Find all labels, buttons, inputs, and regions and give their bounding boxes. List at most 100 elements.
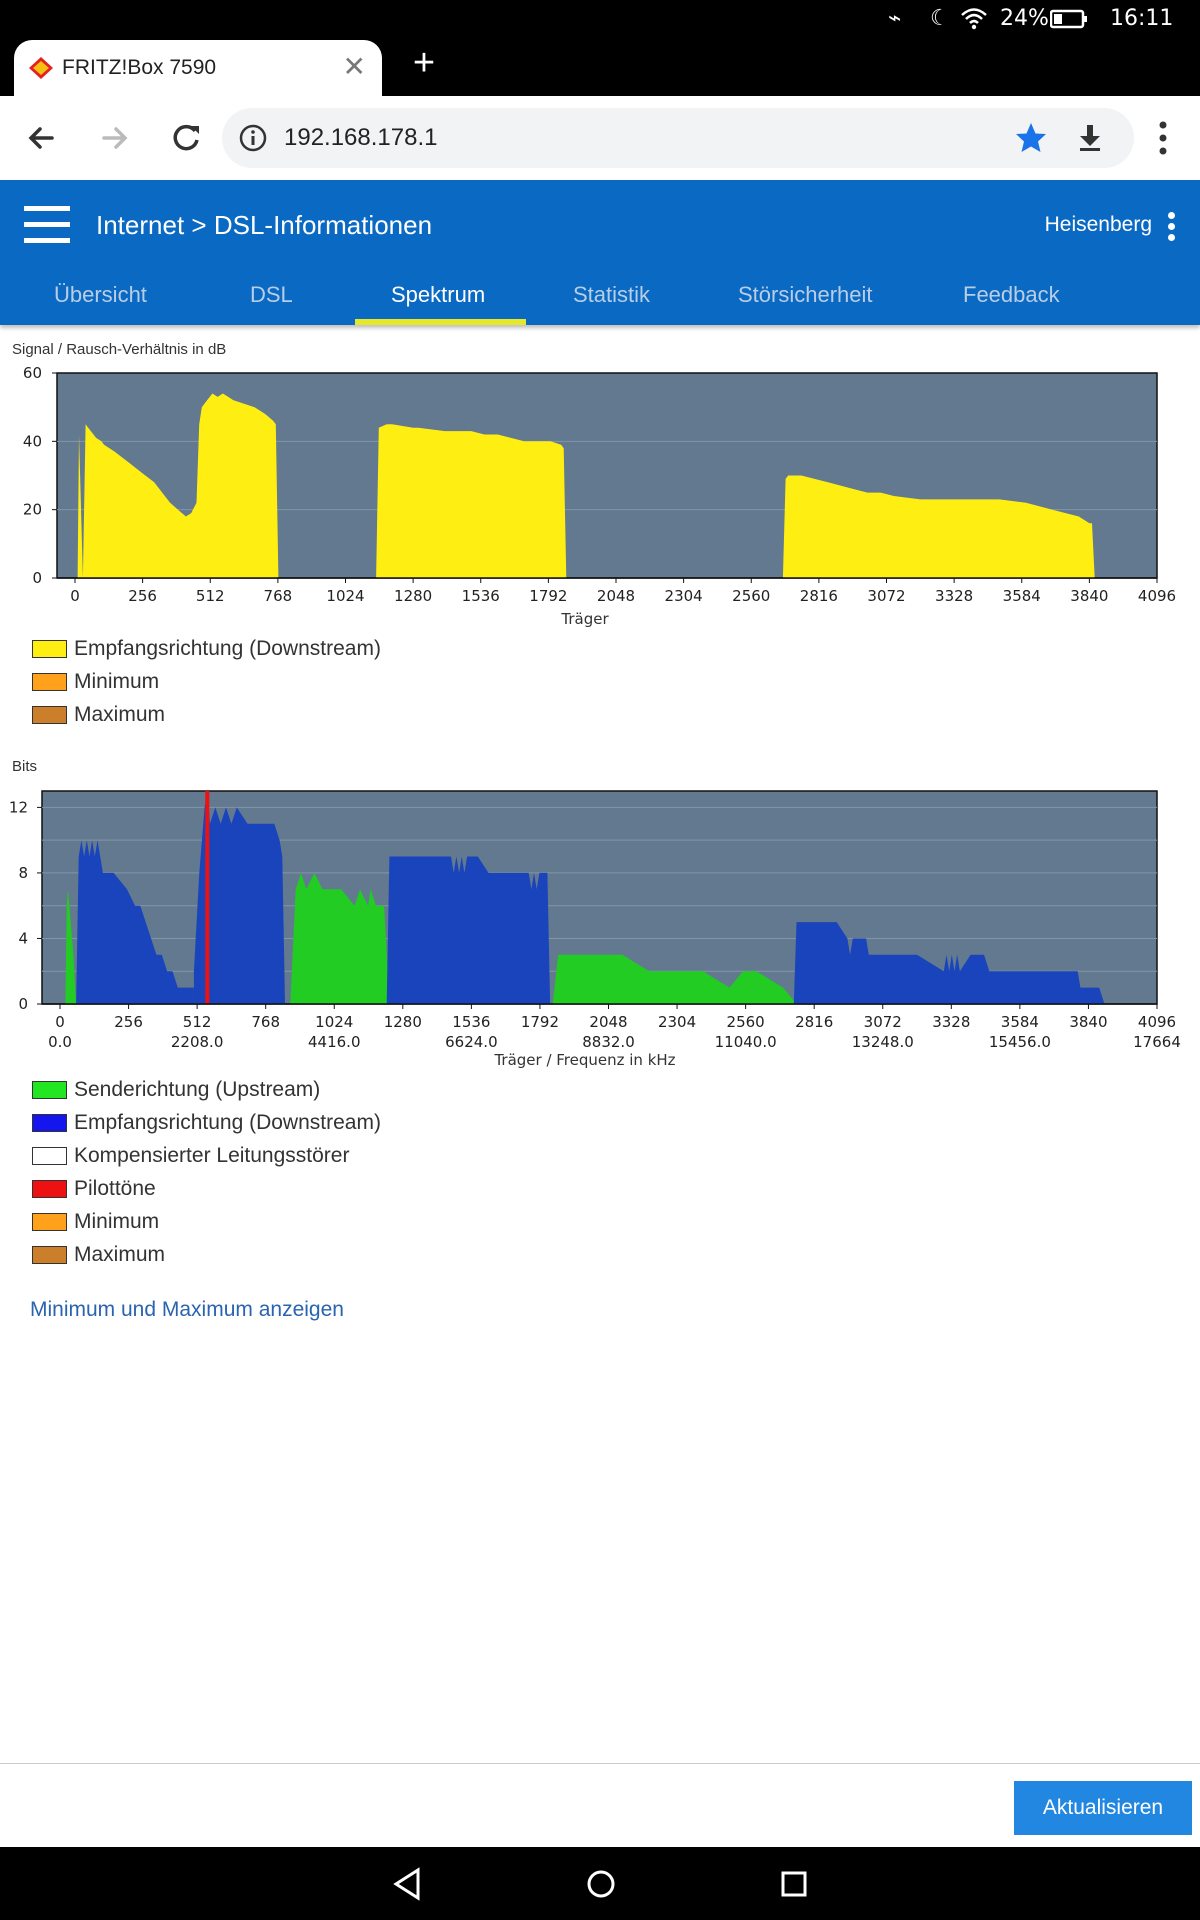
bits-legend-swatch (32, 1245, 67, 1264)
tab-spektrum[interactable]: Spektrum (391, 282, 486, 307)
bits-xtick-label: 1024 (315, 1013, 353, 1031)
bits-legend-swatch (32, 1113, 67, 1132)
snr-xtick-label: 2304 (665, 587, 703, 605)
snr-xtick-label: 3328 (935, 587, 973, 605)
bits-xtick-label: 1792 (521, 1013, 559, 1031)
breadcrumb-internet[interactable]: Internet (96, 210, 185, 240)
browser-toolbar: 192.168.178.1 (0, 96, 1200, 180)
nav-recents-icon[interactable] (778, 1867, 810, 1906)
page-tabs: Übersicht DSL Spektrum Statistik Störsic… (0, 278, 1200, 325)
snr-xtick-label: 2560 (732, 587, 770, 605)
bits-xtick-label: 256 (114, 1013, 143, 1031)
battery-percent: 24% (1000, 6, 1049, 31)
new-tab-button[interactable]: + (412, 42, 436, 84)
snr-legend-label: Minimum (74, 669, 160, 693)
snr-xtick-label: 1536 (462, 587, 500, 605)
nav-home-icon[interactable] (585, 1867, 617, 1906)
app-header: Internet > DSL-Informationen Heisenberg … (0, 180, 1200, 325)
bits-xtick-label: 2560 (727, 1013, 765, 1031)
nav-back-icon[interactable] (392, 1867, 424, 1906)
snr-xtick-label: 768 (264, 587, 293, 605)
tab-title: FRITZ!Box 7590 (62, 56, 217, 79)
snr-xtick-label: 2816 (800, 587, 838, 605)
bits-legend-item: Empfangsrichtung (Downstream) (32, 1106, 381, 1139)
tab-uebersicht[interactable]: Übersicht (54, 282, 147, 307)
snr-xtick-label: 1280 (394, 587, 432, 605)
bits-downstream-area (76, 840, 194, 1004)
bits-xtick-label: 0 (55, 1013, 65, 1031)
snr-ytick-label: 0 (32, 569, 42, 587)
fritzbox-favicon-icon (28, 56, 54, 80)
bits-xtick-label: 3584 (1001, 1013, 1039, 1031)
browser-menu-icon[interactable] (1158, 120, 1168, 161)
bits-xtick-label: 2048 (589, 1013, 627, 1031)
snr-chart-legend: Empfangsrichtung (Downstream) Minimum Maxi… (32, 632, 381, 731)
bits-upstream-area (65, 889, 77, 1004)
bookmark-star-icon[interactable] (1014, 121, 1048, 160)
snr-legend-swatch (32, 672, 67, 691)
snr-xtick-label: 3584 (1003, 587, 1041, 605)
snr-xtick-label: 256 (128, 587, 157, 605)
bits-xtick-label: 3328 (932, 1013, 970, 1031)
bits-legend-label: Minimum (74, 1209, 160, 1233)
do-not-disturb-moon-icon: ☾ (930, 6, 950, 31)
snr-legend-item: Minimum (32, 665, 381, 698)
bits-legend-label: Maximum (74, 1242, 166, 1266)
clock: 16:11 (1110, 6, 1174, 31)
bits-legend-label: Kompensierter Leitungsstörer (74, 1143, 350, 1167)
bits-freq-tick-label: 13248.0 (852, 1033, 914, 1051)
bits-xtick-label: 768 (251, 1013, 280, 1031)
bits-ytick-label: 4 (18, 929, 28, 947)
bits-freq-tick-label: 2208.0 (171, 1033, 224, 1051)
bits-xtick-label: 1536 (452, 1013, 490, 1031)
bits-legend-item: Pilottöne (32, 1172, 381, 1205)
snr-legend-label: Maximum (74, 702, 166, 726)
bits-downstream-area (386, 856, 551, 1004)
snr-legend-swatch (32, 639, 67, 658)
hamburger-menu-icon[interactable] (24, 206, 70, 244)
bits-freq-tick-label: 0.0 (48, 1033, 72, 1051)
snr-xtick-label: 512 (196, 587, 225, 605)
back-arrow-icon[interactable] (18, 114, 66, 162)
snr-chart-xlabel: Träger (560, 610, 609, 628)
snr-legend-label: Empfangsrichtung (Downstream) (74, 636, 381, 660)
snr-ytick-label: 40 (23, 432, 42, 450)
user-menu-icon[interactable] (1168, 212, 1176, 245)
tab-statistik[interactable]: Statistik (573, 282, 651, 307)
bits-chart: 12 8 4 0 0 256 512 768 1024 1280 1536 1792 2048 2304… (9, 790, 1181, 1069)
bits-xtick-label: 2304 (658, 1013, 696, 1031)
browser-tab-strip: FRITZ!Box 7590 ✕ + (0, 38, 1200, 96)
breadcrumb-separator-icon: > (191, 210, 207, 240)
bits-legend-label: Pilottöne (74, 1176, 156, 1200)
show-min-max-link[interactable]: Minimum und Maximum anzeigen (30, 1298, 344, 1321)
footer-bar: Aktualisieren (0, 1763, 1200, 1847)
tab-stoersicherheit[interactable]: Störsicherheit (738, 282, 873, 307)
reload-icon[interactable] (162, 114, 210, 162)
user-name[interactable]: Heisenberg (1044, 213, 1152, 236)
address-bar[interactable]: 192.168.178.1 (222, 108, 1134, 168)
bits-xtick-label: 512 (183, 1013, 212, 1031)
bits-upstream-area (552, 954, 797, 1004)
bits-legend-swatch (32, 1212, 67, 1231)
forward-arrow-icon[interactable] (90, 114, 138, 162)
tab-feedback[interactable]: Feedback (963, 282, 1060, 307)
url-text: 192.168.178.1 (284, 124, 438, 151)
info-icon[interactable] (238, 123, 268, 158)
bits-downstream-area (793, 922, 1105, 1004)
download-icon[interactable] (1074, 122, 1106, 159)
bits-xtick-label: 4096 (1138, 1013, 1176, 1031)
bits-ytick-label: 12 (9, 798, 28, 816)
bits-legend-swatch (32, 1080, 67, 1099)
snr-xtick-label: 3840 (1070, 587, 1108, 605)
snr-xtick-label: 1024 (326, 587, 364, 605)
bluetooth-off-icon: ⌁ (888, 6, 902, 31)
tab-dsl[interactable]: DSL (250, 282, 293, 307)
snr-downstream-area (77, 393, 1095, 578)
bits-freq-tick-label: 6624.0 (445, 1033, 498, 1051)
refresh-button[interactable]: Aktualisieren (1014, 1781, 1192, 1835)
tab-close-icon[interactable]: ✕ (342, 51, 366, 82)
breadcrumb-dsl-informationen: DSL-Informationen (213, 210, 433, 240)
browser-tab[interactable]: FRITZ!Box 7590 ✕ (14, 40, 382, 96)
snr-ytick-label: 60 (23, 364, 42, 382)
snr-chart: 60 40 20 0 0 256 512 768 1024 1280 1536 1792 2048 23… (23, 364, 1176, 628)
